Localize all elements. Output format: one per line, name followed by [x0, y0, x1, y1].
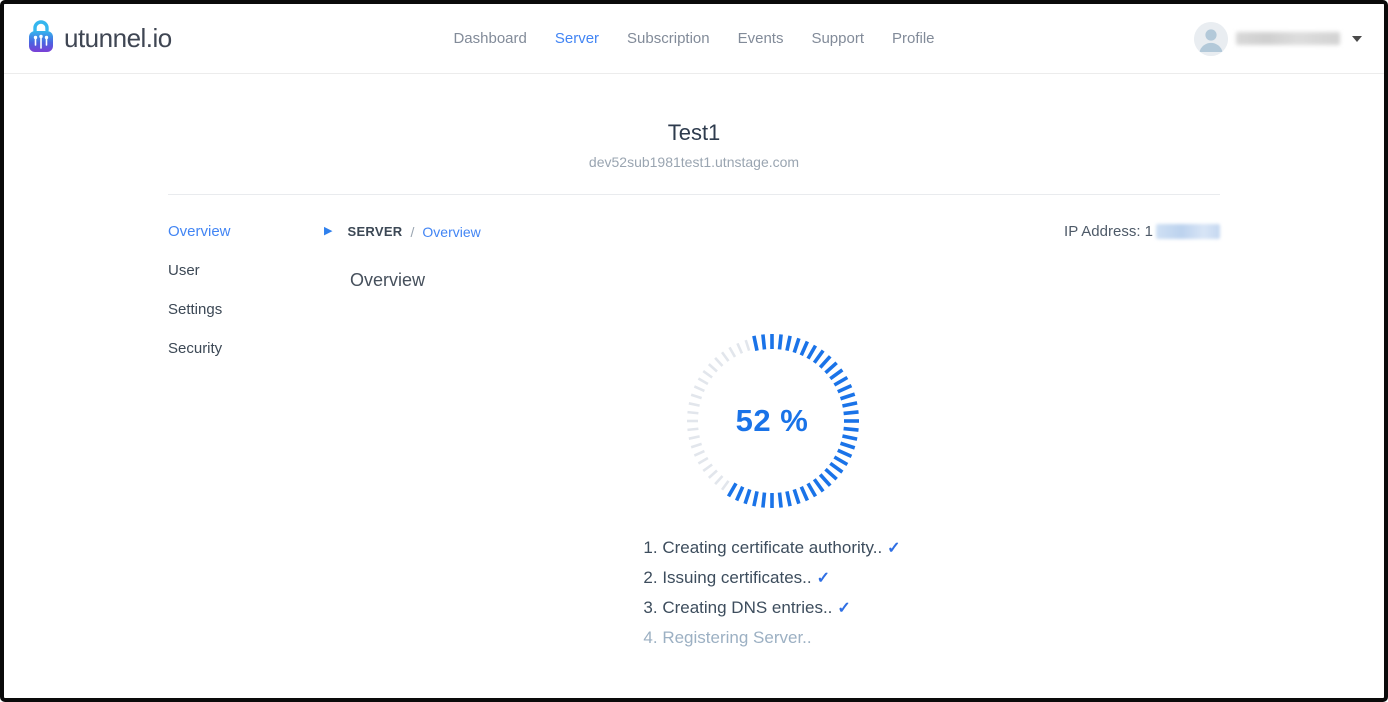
sidebar-item-overview[interactable]: Overview	[168, 223, 231, 240]
sidebar-item-settings[interactable]: Settings	[168, 301, 223, 318]
ip-address-visible: 1	[1144, 223, 1153, 240]
checklist-item-1: 1. Creating certificate authority.. ✓	[643, 538, 901, 557]
nav-item-dashboard[interactable]: Dashboard	[453, 30, 527, 47]
checklist-item-2: 2. Issuing certificates.. ✓	[643, 568, 831, 587]
breadcrumb-link-overview[interactable]: Overview	[422, 223, 481, 240]
checkmark-icon: ✓	[837, 600, 851, 617]
ip-address: IP Address: 1	[1064, 223, 1220, 240]
checklist-item-3: 3. Creating DNS entries.. ✓	[643, 598, 851, 617]
main-nav: Dashboard Server Subscription Events Sup…	[453, 30, 934, 47]
sidebar-item-user[interactable]: User	[168, 262, 200, 279]
server-sidebar: Overview User Settings Security	[168, 223, 324, 653]
brand-wordmark: utunnel.io	[64, 23, 172, 53]
nav-item-subscription[interactable]: Subscription	[627, 30, 710, 47]
server-name-title: Test1	[667, 120, 721, 145]
server-header: Test1 dev52sub1981test1.utnstage.com	[168, 74, 1220, 170]
nav-item-profile[interactable]: Profile	[892, 30, 935, 47]
nav-item-server[interactable]: Server	[554, 30, 600, 47]
sidebar-item-security[interactable]: Security	[168, 340, 223, 357]
provisioning-checklist: 1. Creating certificate authority.. ✓ 2. …	[643, 533, 900, 653]
nav-item-support[interactable]: Support	[811, 30, 864, 47]
caret-down-icon	[1352, 35, 1362, 42]
padlock-circuit-icon	[26, 19, 56, 58]
ip-address-label: IP Address:	[1064, 223, 1141, 240]
person-avatar-icon	[1194, 21, 1228, 56]
main-content: Test1 dev52sub1981test1.utnstage.com Ove…	[168, 74, 1220, 653]
section-heading: Overview	[350, 270, 426, 290]
breadcrumb-section: SERVER	[347, 224, 403, 239]
progress-ring: 52 %	[682, 331, 862, 511]
nav-item-events[interactable]: Events	[737, 30, 784, 47]
redacted-user-name	[1236, 32, 1340, 45]
server-hostname: dev52sub1981test1.utnstage.com	[588, 154, 800, 170]
top-header: utunnel.io Dashboard Server Subscription…	[4, 4, 1384, 74]
checkmark-icon: ✓	[816, 570, 831, 587]
progress-percent-label: 52 %	[735, 403, 809, 438]
breadcrumb-separator: /	[410, 223, 415, 240]
provisioning-progress: 52 % 1. Creating certificate authority..…	[324, 331, 1220, 653]
triangle-right-icon[interactable]: ▶	[324, 225, 333, 237]
checklist-item-4: 4. Registering Server..	[643, 628, 812, 647]
breadcrumb: ▶ SERVER / Overview IP Address: 1	[324, 223, 1220, 240]
brand-logo[interactable]: utunnel.io	[26, 19, 172, 58]
checkmark-icon: ✓	[887, 540, 901, 557]
user-menu[interactable]	[1194, 21, 1362, 56]
redacted-ip-value	[1156, 224, 1220, 239]
header-divider	[168, 194, 1220, 195]
overview-panel: ▶ SERVER / Overview IP Address: 1 Overvi…	[324, 223, 1220, 653]
